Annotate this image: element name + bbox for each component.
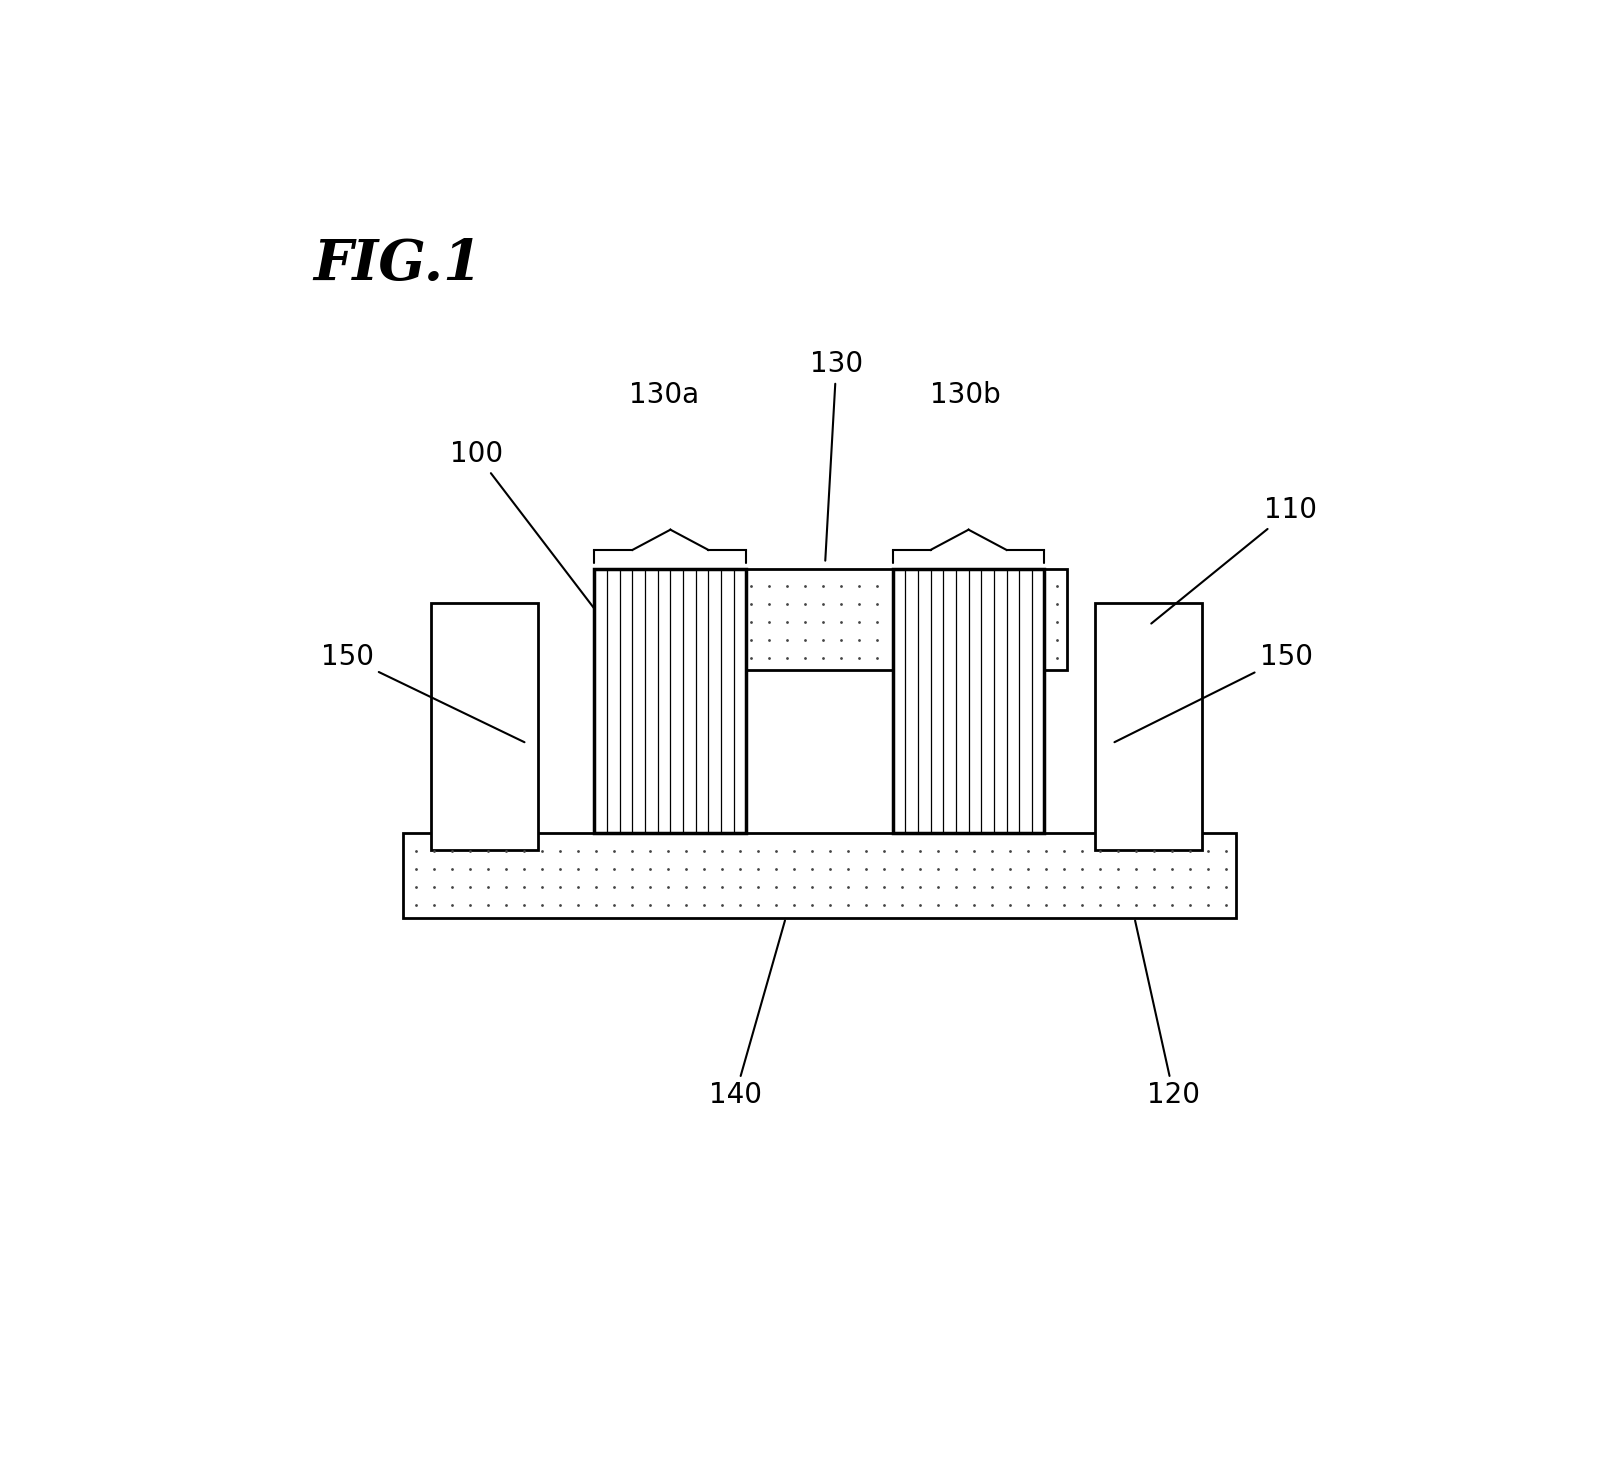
Text: 130a: 130a [628,381,699,409]
Bar [595,568,1067,671]
Text: 110: 110 [1151,497,1318,624]
Text: 130b: 130b [931,381,1001,409]
Text: 150: 150 [1115,643,1313,742]
Text: 130: 130 [809,351,863,561]
Text: FIG.1: FIG.1 [313,237,481,292]
Bar [432,603,539,850]
Text: 150: 150 [320,643,524,742]
Bar [595,570,747,833]
Text: 100: 100 [449,440,608,627]
Bar [403,833,1236,918]
Text: 140: 140 [708,920,785,1109]
Text: 120: 120 [1135,920,1201,1109]
Bar [1095,603,1202,850]
Bar [892,570,1044,833]
